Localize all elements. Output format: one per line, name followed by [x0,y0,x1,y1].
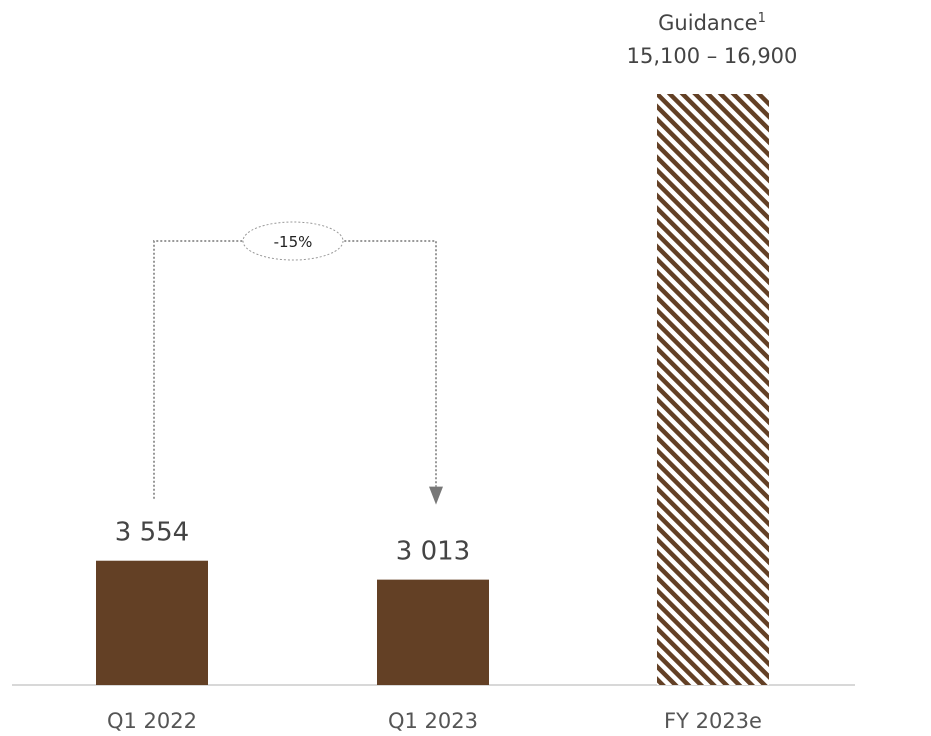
bar-fy-2023e-guidance [657,94,769,685]
guidance-word: Guidance [658,11,757,35]
change-badge [242,221,344,261]
bar-q1-2022 [96,560,208,685]
value-label-q1-2023: 3 013 [396,537,470,567]
x-tick-label-fy-2023e: FY 2023e [664,709,762,732]
x-tick-label-q1-2022: Q1 2022 [107,709,197,732]
x-tick-label-q1-2023: Q1 2023 [388,709,478,732]
guidance-title: Guidance1 [658,11,766,35]
bar-q1-2023 [377,579,489,685]
value-label-q1-2022: 3 554 [115,518,189,548]
guidance-range: 15,100 – 16,900 [627,44,798,68]
change-percent-label: -15% [274,233,313,251]
change-arrowhead [429,486,443,505]
change-connector [153,240,437,499]
guidance-footnote-marker: 1 [758,11,766,26]
